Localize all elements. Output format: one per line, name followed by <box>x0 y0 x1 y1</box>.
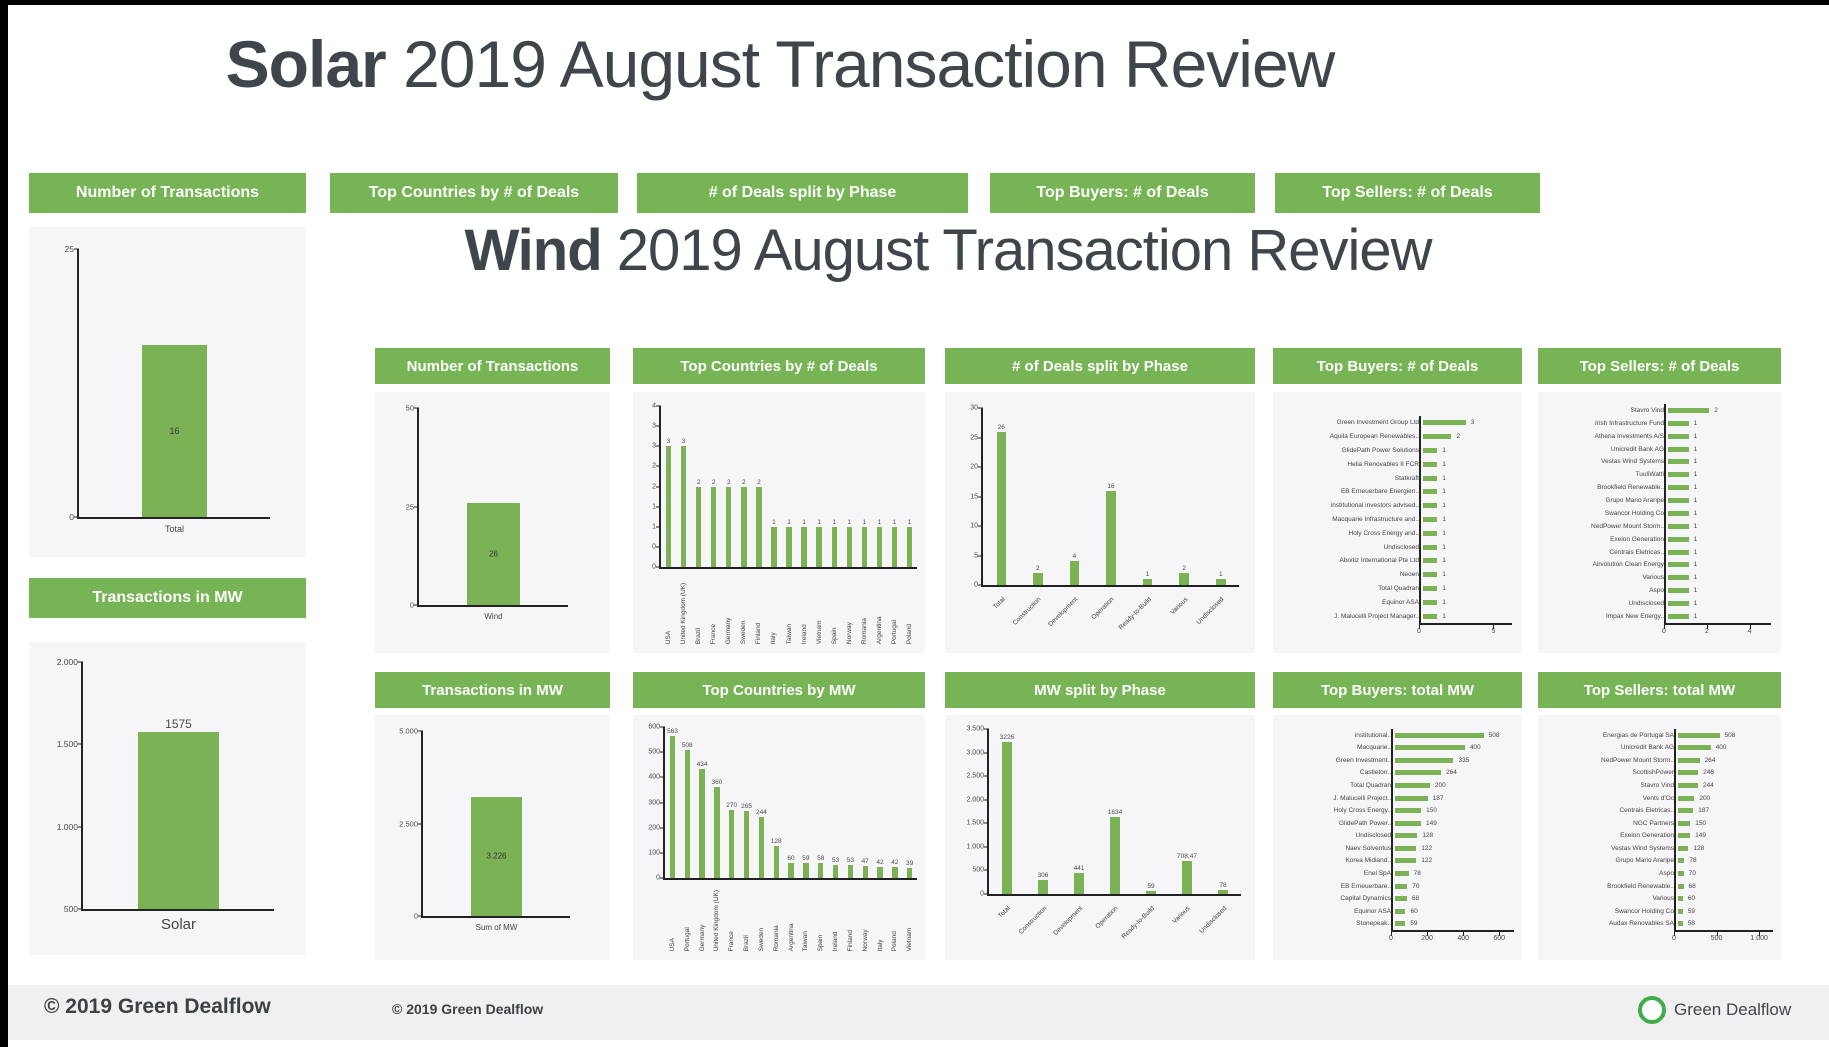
green-dealflow-logo: Green Dealflow <box>1638 996 1791 1024</box>
solar-page-title: Solar 2019 August Transaction Review <box>30 26 1530 102</box>
header-wind-top-buyers-mw: Top Buyers: total MW <box>1273 672 1522 708</box>
wind-mw-by-phase-chart: 3.500 3.000 2.500 2.000 1.500 1.000 500 0 3226 30… <box>945 715 1255 960</box>
header-solar-number-of-transactions: Number of Transactions <box>29 173 306 213</box>
panel-wind-top-sellers-deals: Stavro Vind 2 Irish Infrastructure Fund 1 At… <box>1538 392 1781 653</box>
footer-band: © 2019 Green Dealflow © 2019 Green Dealf… <box>8 985 1829 1040</box>
panel-wind-top-countries-deals: 4 3 3 2 2 1 1 0 0 3 3 2 2 2 2 2 1 1 1 1 1 1 1 1 1 1 USA United King… <box>633 392 925 653</box>
wind-top-sellers-mw-chart: Energias de Portugal SA 508 Unicredit Bank… <box>1538 715 1781 960</box>
header-wind-mw-by-phase: MW split by Phase <box>945 672 1255 708</box>
wind-title-bold: Wind <box>464 218 602 283</box>
window-border-left <box>0 0 8 1047</box>
wind-page-title: Wind 2019 August Transaction Review <box>348 217 1548 284</box>
header-wind-deals-by-phase: # of Deals split by Phase <box>945 348 1255 384</box>
header-solar-top-buyers-deals: Top Buyers: # of Deals <box>990 173 1255 213</box>
wind-number-of-transactions-chart: 50 25 0 26 Wind <box>375 392 610 653</box>
header-wind-top-buyers-deals: Top Buyers: # of Deals <box>1273 348 1522 384</box>
panel-wind-transactions-in-mw: 5.000 2.500 0 3.226 Sum of MW <box>375 715 610 960</box>
solar-title-bold: Solar <box>225 27 387 101</box>
wind-transactions-in-mw-chart: 5.000 2.500 0 3.226 Sum of MW <box>375 715 610 960</box>
panel-wind-deals-by-phase: 30 25 20 15 10 5 0 26 2 4 16 1 2 1 Total Construction De… <box>945 392 1255 653</box>
panel-wind-number-of-transactions: 50 25 0 26 Wind <box>375 392 610 653</box>
panel-wind-top-countries-mw: 600 500 400 300 200 100 0 563 508 434 360 270 265 244… <box>633 715 925 960</box>
green-dealflow-ring-icon <box>1638 996 1666 1024</box>
wind-deals-by-phase-chart: 30 25 20 15 10 5 0 26 2 4 16 1 2 1 Total Construction De… <box>945 392 1255 653</box>
window-border-top <box>0 0 1829 5</box>
solar-transactions-in-mw-chart: 2.000 1.500 1.000 500 1575 Solar <box>29 642 306 955</box>
wind-sheet: Wind 2019 August Transaction Review Numb… <box>318 215 1829 985</box>
wind-top-buyers-deals-chart: Green Investment Group Ltd 3 Aquila Europe… <box>1273 392 1522 653</box>
green-dealflow-logo-text: Green Dealflow <box>1674 1000 1792 1019</box>
panel-wind-top-buyers-mw: institutional.. 508 Macquarie.. 400 Green In… <box>1273 715 1522 960</box>
panel-solar-transactions-in-mw: 2.000 1.500 1.000 500 1575 Solar <box>29 642 306 955</box>
header-wind-top-sellers-mw: Top Sellers: total MW <box>1538 672 1781 708</box>
panel-wind-top-buyers-deals: Green Investment Group Ltd 3 Aquila Europe… <box>1273 392 1522 653</box>
solar-copyright: © 2019 Green Dealflow <box>44 995 271 1018</box>
panel-solar-number-of-transactions: 25 0 16 Total <box>29 227 306 557</box>
wind-top-countries-mw-chart: 600 500 400 300 200 100 0 563 508 434 360 270 265 244… <box>633 715 925 960</box>
header-wind-top-countries-mw: Top Countries by MW <box>633 672 925 708</box>
solar-number-of-transactions-chart: 25 0 16 Total <box>29 227 306 557</box>
wind-top-countries-deals-chart: 4 3 3 2 2 1 1 0 0 3 3 2 2 2 2 2 1 1 1 1 1 1 1 1 1 1 USA United King… <box>633 392 925 653</box>
wind-top-sellers-deals-chart: Stavro Vind 2 Irish Infrastructure Fund 1 At… <box>1538 392 1781 653</box>
panel-wind-mw-by-phase: 3.500 3.000 2.500 2.000 1.500 1.000 500 0 3226 30… <box>945 715 1255 960</box>
wind-title-rest: 2019 August Transaction Review <box>601 218 1433 283</box>
header-solar-top-sellers-deals: Top Sellers: # of Deals <box>1275 173 1540 213</box>
wind-top-buyers-mw-chart: institutional.. 508 Macquarie.. 400 Green In… <box>1273 715 1522 960</box>
wind-copyright: © 2019 Green Dealflow <box>392 1001 544 1017</box>
header-wind-top-countries-deals: Top Countries by # of Deals <box>633 348 925 384</box>
header-wind-top-sellers-deals: Top Sellers: # of Deals <box>1538 348 1781 384</box>
panel-wind-top-sellers-mw: Energias de Portugal SA 508 Unicredit Bank… <box>1538 715 1781 960</box>
header-solar-transactions-in-mw: Transactions in MW <box>29 578 306 618</box>
header-wind-transactions-in-mw: Transactions in MW <box>375 672 610 708</box>
header-solar-top-countries-deals: Top Countries by # of Deals <box>330 173 618 213</box>
solar-title-rest: 2019 August Transaction Review <box>385 27 1335 101</box>
header-solar-deals-by-phase: # of Deals split by Phase <box>637 173 968 213</box>
header-wind-number-of-transactions: Number of Transactions <box>375 348 610 384</box>
